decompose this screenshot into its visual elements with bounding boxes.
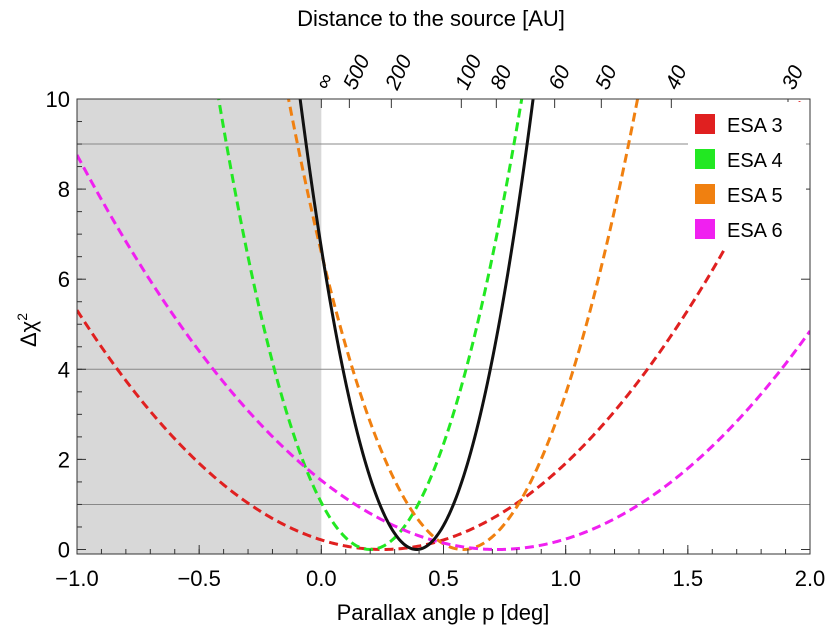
x-tick-label: 0.5: [428, 566, 459, 591]
y-tick-label: 8: [58, 177, 70, 202]
legend-label: ESA 4: [727, 150, 783, 172]
y-tick-labels: 0 2 4 6 8 10: [46, 87, 70, 562]
y-axis-title-sup: 2: [14, 313, 30, 321]
combined-curve: [298, 99, 535, 551]
top-tick-label: ∞: [311, 70, 338, 93]
esa-4-curve: [217, 99, 524, 552]
legend-swatch: [695, 184, 715, 204]
shaded-unphysical-region: [77, 99, 322, 554]
x-tick-label: 1.5: [673, 566, 704, 591]
y-tick-label: 10: [46, 87, 70, 112]
top-tick-label: 40: [661, 62, 692, 93]
esa-6-curve: [77, 154, 810, 551]
top-distance-tick-labels: ∞ 500 200 100 80 60 50 40 30: [311, 51, 809, 94]
x-tick-label: −1.0: [55, 566, 98, 591]
legend-label: ESA 6: [727, 220, 783, 242]
top-tick-label: 500: [339, 51, 375, 93]
x-tick-label: −0.5: [177, 566, 220, 591]
y-tick-label: 0: [58, 537, 70, 562]
reference-lines: [77, 143, 810, 505]
esa-3-curve: [77, 99, 804, 551]
y-axis-title-base: Δχ: [16, 320, 41, 347]
x-tick-label: 0.0: [306, 566, 337, 591]
legend-label: ESA 5: [727, 185, 783, 207]
legend: ESA 3 ESA 4 ESA 5 ESA 6: [688, 102, 806, 250]
legend-swatch: [695, 114, 715, 134]
y-tick-label: 6: [58, 267, 70, 292]
legend-swatch: [695, 149, 715, 169]
axis-ticks: [76, 98, 811, 554]
x-axis-title: Parallax angle p [deg]: [337, 600, 550, 625]
y-tick-label: 4: [58, 357, 70, 382]
top-tick-label: 200: [381, 51, 417, 94]
top-tick-label: 80: [486, 62, 517, 93]
top-tick-label: 50: [591, 62, 622, 93]
x-tick-label: 1.0: [550, 566, 581, 591]
legend-label: ESA 3: [727, 115, 783, 137]
chi2-curves: [77, 99, 810, 552]
top-tick-label: 100: [451, 51, 487, 93]
legend-swatch: [695, 219, 715, 239]
top-tick-label: 30: [778, 62, 809, 93]
x-tick-label: 2.0: [795, 566, 826, 591]
top-tick-label: 60: [544, 62, 575, 93]
y-axis-title: Δχ2: [14, 313, 41, 347]
y-tick-label: 2: [58, 447, 70, 472]
x-tick-labels: −1.0 −0.5 0.0 0.5 1.0 1.5 2.0: [55, 566, 825, 591]
top-axis-title: Distance to the source [AU]: [297, 6, 565, 31]
